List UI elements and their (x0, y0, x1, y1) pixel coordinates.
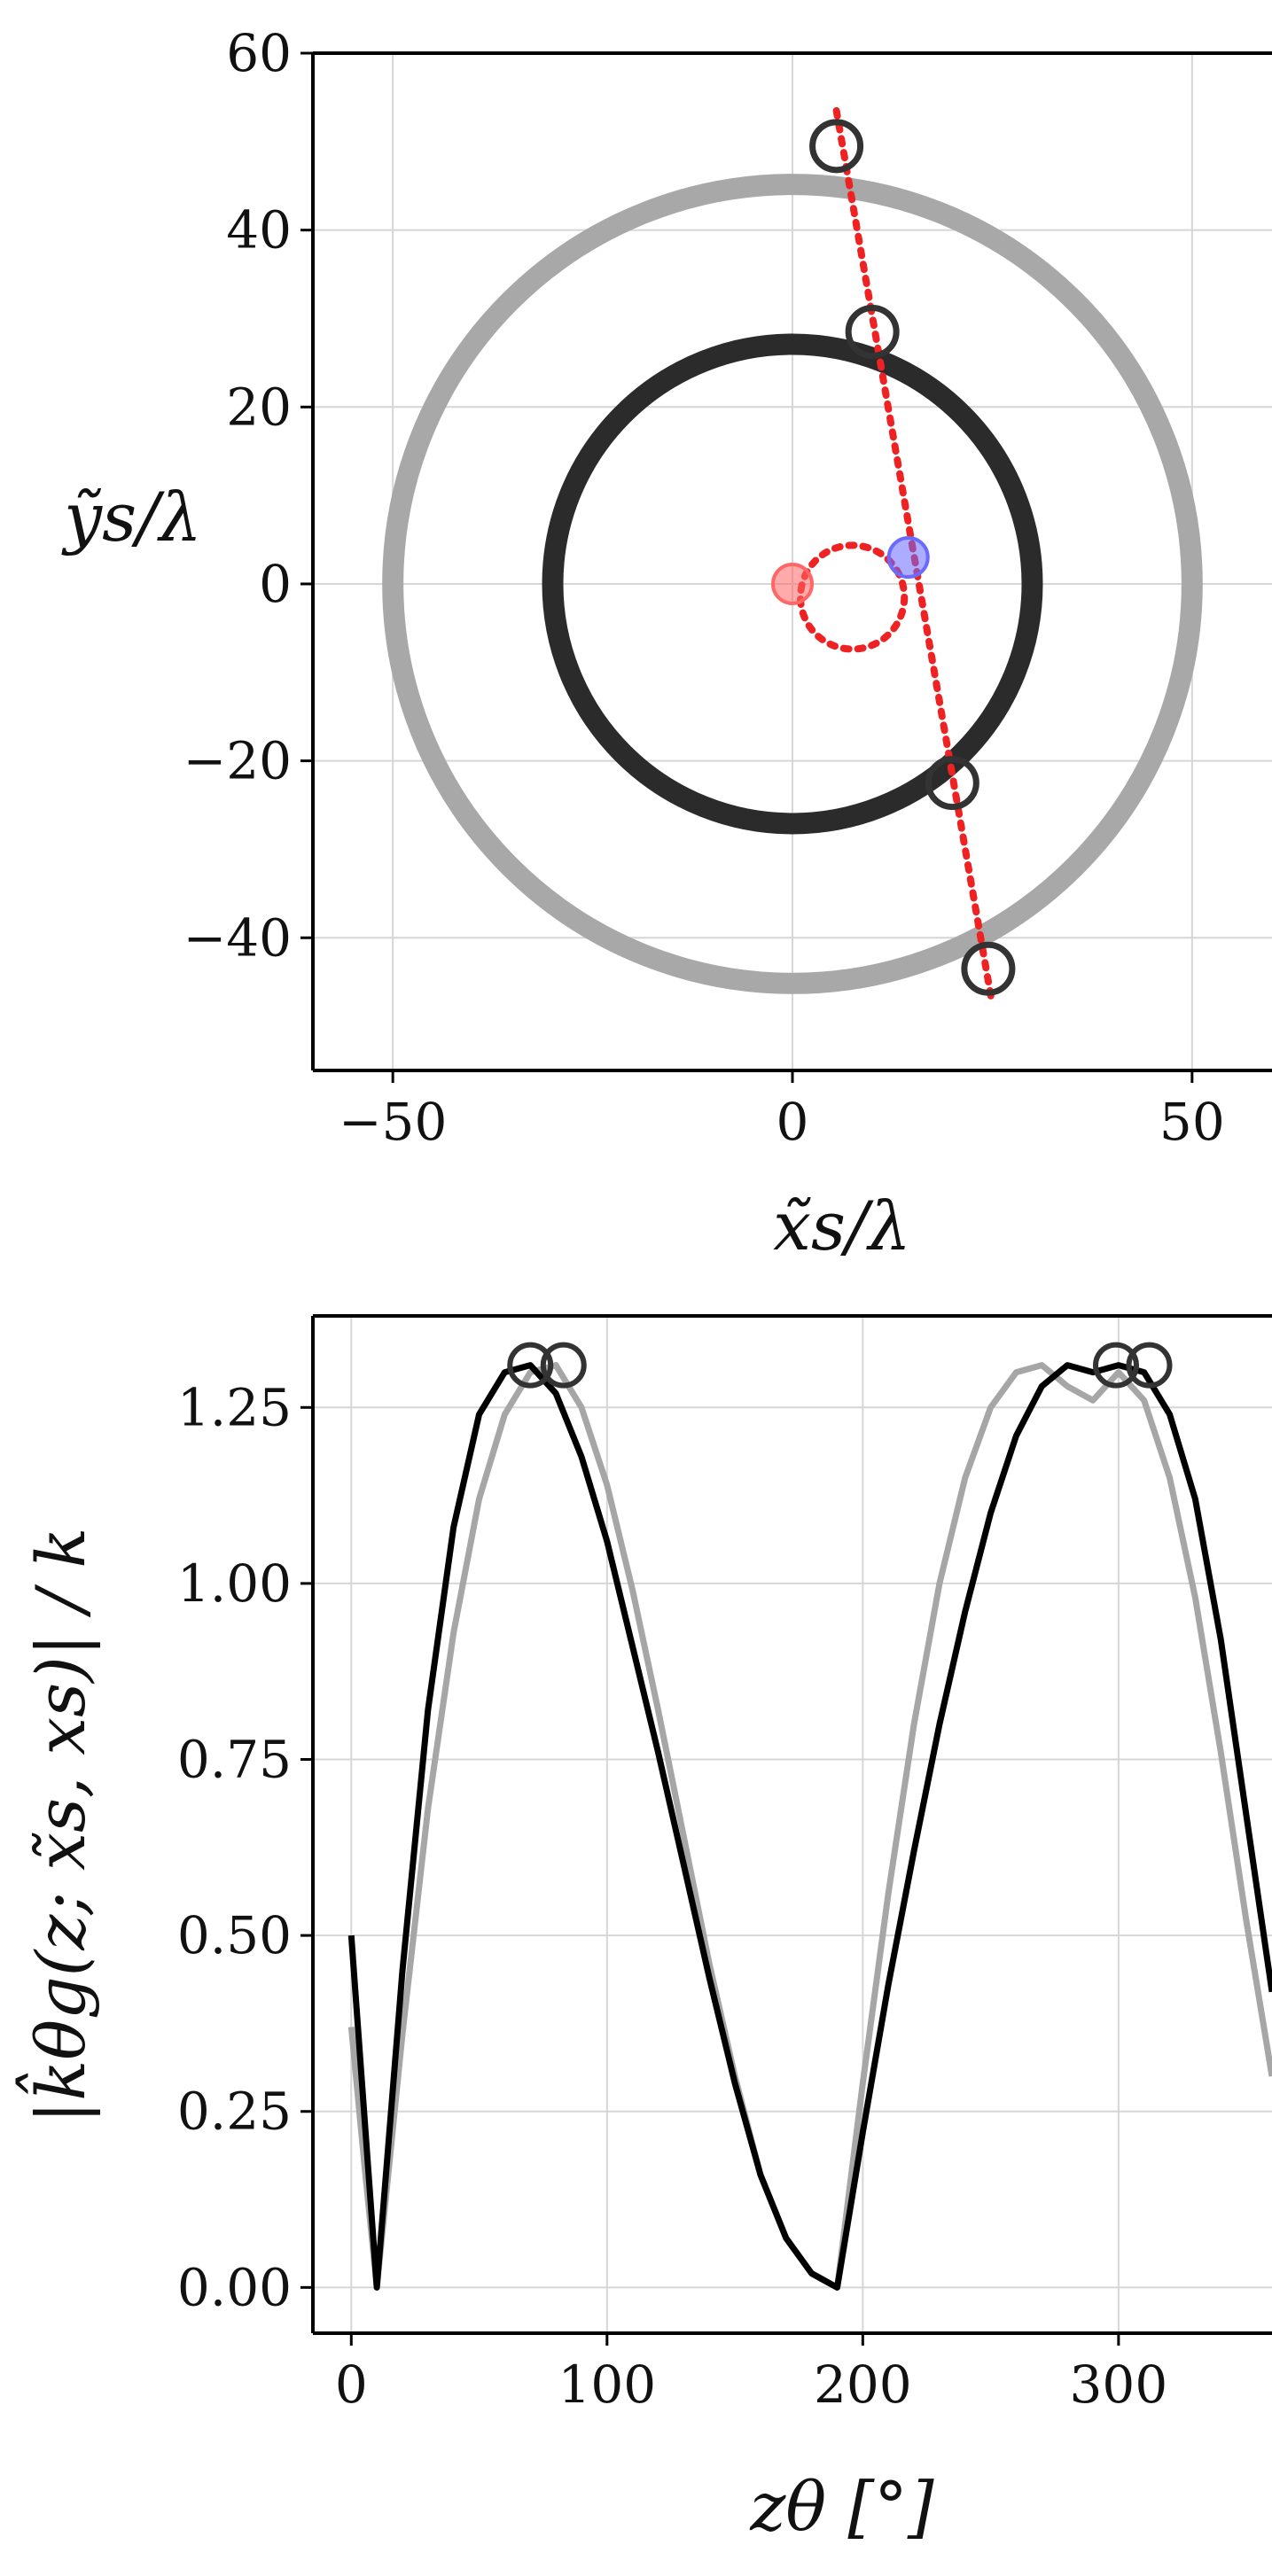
bottom-y-tick-label: 0.50 (177, 1905, 292, 1965)
peak-marker (540, 1342, 587, 1389)
bottom-x-tick-label: 100 (558, 2354, 656, 2415)
top-x-ticks: −50 0 50 (339, 1070, 1225, 1152)
bottom-x-ticks: 0 100 200 300 (335, 2333, 1167, 2415)
top-x-tick-label: 0 (776, 1092, 809, 1152)
bottom-y-tick-label: 1.25 (177, 1377, 292, 1437)
bottom-panel: 0 100 200 300 0.00 0.25 0.50 0.75 1.00 1.25 zθ [… (16, 1314, 1272, 2546)
bottom-x-tick-label: 300 (1070, 2354, 1168, 2415)
top-y-tick-label: 60 (226, 23, 292, 83)
top-y-tick-label: 0 (259, 554, 292, 614)
bottom-x-tick-label: 0 (335, 2354, 368, 2415)
intersection-marker (961, 941, 1016, 996)
peak-marker (507, 1342, 554, 1389)
source-point-marker (886, 536, 930, 580)
bottom-grid (313, 1316, 1272, 2333)
peak-marker (1126, 1342, 1173, 1389)
bottom-x-tick-label: 200 (814, 2354, 912, 2415)
intersection-marker (925, 756, 979, 811)
bottom-y-ticks: 0.00 0.25 0.50 0.75 1.00 1.25 (177, 1377, 313, 2317)
top-marks (382, 106, 1203, 1008)
reference-point-marker (771, 562, 814, 605)
outer-array-circle (382, 174, 1203, 994)
top-x-axis-label: x̃s/λ (773, 1187, 911, 1265)
top-y-axis-label: ỹs/λ (61, 478, 202, 556)
bottom-y-tick-label: 1.00 (177, 1553, 292, 1614)
bottom-axes-frame (311, 1314, 1272, 2335)
gray-series-line (347, 1362, 1272, 2291)
top-y-tick-label: −20 (183, 731, 292, 791)
black-series-line (347, 1362, 1272, 2291)
top-grid (313, 53, 1272, 1070)
bottom-x-axis-label: zθ [°] (749, 2467, 934, 2546)
inner-array-circle (542, 333, 1043, 835)
top-x-tick-label: 50 (1159, 1092, 1225, 1152)
intersection-marker (809, 119, 864, 174)
top-y-tick-label: 40 (226, 200, 292, 261)
bottom-y-axis-label: |k̂θg(z; x̃s, xs)| / k (16, 1528, 100, 2124)
bottom-y-tick-label: 0.00 (177, 2257, 292, 2317)
intersection-marker (845, 304, 900, 359)
top-x-tick-label: −50 (339, 1092, 447, 1152)
bottom-marks (347, 1342, 1272, 2291)
peak-marker (1092, 1342, 1139, 1389)
bottom-y-tick-label: 0.75 (177, 1730, 292, 1790)
bottom-y-tick-label: 0.25 (177, 2082, 292, 2142)
top-y-ticks: −40 −20 0 20 40 60 (183, 23, 313, 968)
top-y-tick-label: −40 (183, 907, 292, 968)
top-panel: −50 0 50 −40 −20 0 20 40 60 x̃s/λ ỹs/λ (61, 23, 1272, 1265)
top-y-tick-label: 20 (226, 377, 292, 437)
